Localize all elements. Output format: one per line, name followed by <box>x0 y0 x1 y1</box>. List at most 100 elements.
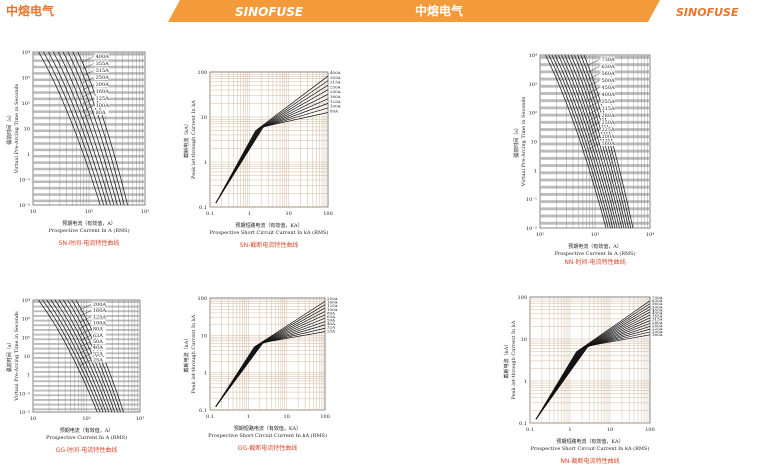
y-tick-label: 10⁴ <box>529 53 537 59</box>
label-bg <box>94 95 109 101</box>
y-tick-label: 1 <box>534 168 537 174</box>
rating-label: 200A <box>330 89 341 94</box>
rating-label: 355A <box>652 314 663 319</box>
x-label-en: Prospective Short Circuit Current In kA … <box>210 229 329 236</box>
leader-line <box>79 341 91 348</box>
curve <box>46 299 104 413</box>
x-tick-label: 1 <box>248 211 251 217</box>
y-tick-label: 10² <box>22 335 30 341</box>
x-tick-label: 0.1 <box>526 427 534 433</box>
leader-line <box>588 101 600 108</box>
y-tick-label: 1 <box>524 379 527 385</box>
y-label-cn: 截断电流（kA） <box>183 121 190 158</box>
rating-label: 730A <box>652 295 663 300</box>
curve <box>561 54 618 229</box>
label-bg <box>91 338 106 344</box>
rating-label: 160A <box>96 89 110 95</box>
brand-right: 中熔电气 <box>415 3 463 18</box>
rating-label: 80A <box>93 327 103 333</box>
rating-label: 125A <box>96 96 110 102</box>
y-tick-label: 10⁻¹ <box>19 391 30 397</box>
rating-label: 25A <box>327 328 335 333</box>
rating-label: 315A <box>330 80 341 85</box>
leader-line <box>588 143 600 150</box>
plot-area <box>529 296 651 424</box>
leader-line <box>588 87 600 94</box>
leader-line <box>588 115 600 122</box>
label-bg <box>94 67 109 73</box>
x-tick-label: 1 <box>568 427 571 433</box>
leader-line <box>82 56 94 63</box>
leader-line <box>79 328 91 335</box>
curve <box>215 331 326 407</box>
y-label-cn: 弧前时间（s） <box>513 125 520 158</box>
label-bg <box>91 313 106 320</box>
rating-label: 32A <box>327 325 335 330</box>
caption: GG-截断电流特性曲线 <box>238 444 297 452</box>
rating-label: 400A <box>652 311 663 316</box>
label-bg <box>94 102 109 108</box>
caption: GG-时间-电流特性曲线 <box>56 446 118 454</box>
caption: NN-时间-电流特性曲线 <box>564 258 625 266</box>
rating-label: 100A <box>327 307 338 312</box>
rating-label: 280A <box>652 320 663 325</box>
leader-line <box>82 77 94 84</box>
leader-line <box>588 59 600 66</box>
rating-label: 560A <box>602 71 616 77</box>
y-label-en: Virtual Pre-Arcing Time in Seconds <box>14 83 20 174</box>
y-tick-label: 1 <box>204 160 207 166</box>
rating-label: 560A <box>652 301 663 306</box>
label-bg <box>94 60 109 66</box>
rating-label: 125A <box>330 99 341 104</box>
leader-line <box>82 70 94 77</box>
y-tick-label: 10⁻² <box>19 410 30 416</box>
rating-label: 63A <box>327 314 335 319</box>
rating-label: 450A <box>652 307 663 312</box>
label-bg <box>91 319 106 326</box>
curve <box>557 54 616 229</box>
leader-line <box>79 310 91 317</box>
label-bg <box>600 56 615 62</box>
y-tick-label: 100 <box>197 70 207 76</box>
x-label-en: Prospective Short Circuit Current In kA … <box>531 445 650 452</box>
rating-label: 160A <box>652 332 663 337</box>
x-label-en: Prospective Current In A (RMS) <box>554 250 635 257</box>
leader-line <box>82 63 94 70</box>
leader-line <box>79 304 91 311</box>
rating-label: 40A <box>93 345 103 351</box>
curve <box>50 299 107 413</box>
x-tick-label: 10 <box>30 416 36 422</box>
rating-label: 400A <box>602 92 616 98</box>
label-bg <box>600 77 615 83</box>
label-bg <box>600 140 615 146</box>
rating-label: 250A <box>96 75 110 81</box>
x-tick-label: 0.1 <box>206 211 214 217</box>
rating-label: 400A <box>96 54 110 60</box>
header-left-panel <box>0 0 180 22</box>
label-bg <box>94 109 109 115</box>
label-bg <box>600 112 615 118</box>
label-bg <box>91 307 106 314</box>
y-label-en: Peak let-through Current In kA <box>191 100 197 179</box>
leader-line <box>82 84 94 91</box>
rating-label: 315A <box>652 317 663 322</box>
y-tick-label: 10 <box>24 354 30 360</box>
y-tick-label: 10 <box>201 333 207 339</box>
curve <box>535 334 651 420</box>
curve <box>72 51 125 206</box>
y-tick-label: 100 <box>197 296 207 302</box>
label-bg <box>600 105 615 111</box>
leader-line <box>79 316 91 323</box>
curve <box>63 299 116 413</box>
caption: SN-时间-电流特性曲线 <box>59 239 120 247</box>
rating-label: 250A <box>330 84 341 89</box>
leader-line <box>588 136 600 143</box>
y-tick-label: 10² <box>22 101 30 107</box>
y-tick-label: 10 <box>531 140 537 146</box>
y-tick-label: 1 <box>27 373 30 379</box>
label-bg <box>91 356 106 363</box>
leader-line <box>588 94 600 101</box>
y-tick-label: 0.1 <box>199 205 207 211</box>
x-tick-label: 100 <box>320 414 330 420</box>
leader-line <box>588 108 600 115</box>
